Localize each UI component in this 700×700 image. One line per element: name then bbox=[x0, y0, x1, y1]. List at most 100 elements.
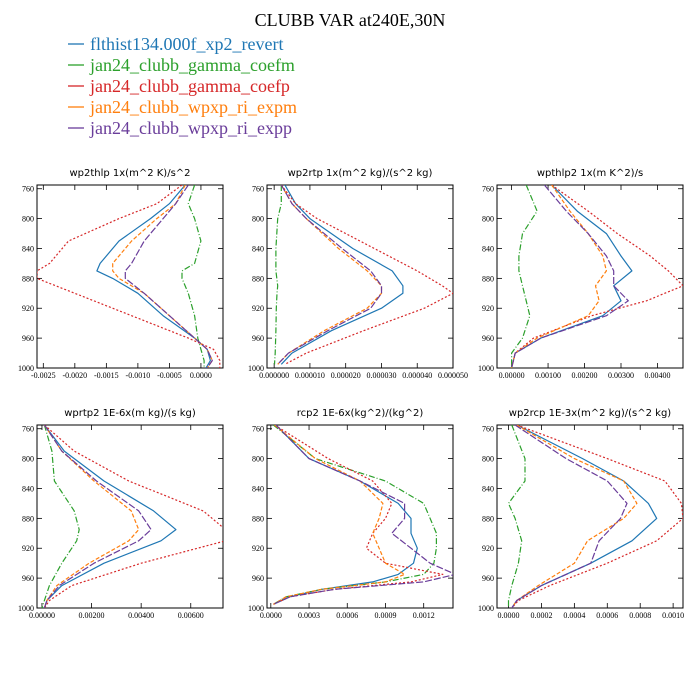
x-tick-label: 0.0009 bbox=[374, 611, 396, 620]
series-line bbox=[43, 425, 152, 608]
y-tick-label: 960 bbox=[482, 574, 494, 583]
chart-panel: rcp2 1E-6x(kg^2)/(kg^2) 760 800 840 880 920 96… bbox=[248, 408, 454, 620]
series-line bbox=[511, 425, 683, 608]
series-line bbox=[273, 185, 282, 365]
series-line bbox=[43, 425, 177, 608]
y-tick-label: 1000 bbox=[248, 364, 264, 373]
y-tick-label: 920 bbox=[22, 544, 34, 553]
y-tick-label: 800 bbox=[22, 215, 34, 224]
x-tick-label: 0.00000 bbox=[29, 611, 55, 620]
y-tick-label: 840 bbox=[252, 484, 264, 493]
legend-entry: jan24_clubb_gamma_coefp bbox=[89, 76, 290, 96]
y-tick-label: 880 bbox=[482, 274, 494, 283]
x-tick-label: 0.000050 bbox=[438, 371, 468, 380]
y-tick-label: 1000 bbox=[478, 604, 494, 613]
y-tick-label: 880 bbox=[252, 274, 264, 283]
series-line bbox=[511, 185, 629, 368]
chart-panel: wp2rcp 1E-3x(m^2 kg)/(s^2 kg) 760 800 840 88… bbox=[478, 408, 684, 620]
panel-title: wp2rtp 1x(m^2 kg)/(s^2 kg) bbox=[288, 168, 433, 179]
y-tick-label: 1000 bbox=[478, 364, 494, 373]
x-tick-label: 0.00400 bbox=[128, 611, 154, 620]
series-line bbox=[511, 185, 608, 368]
chart-panel: wp2rtp 1x(m^2 kg)/(s^2 kg) 760 800 840 880 92… bbox=[248, 168, 468, 380]
panel-title: wpthlp2 1x(m K^2)/s bbox=[537, 168, 643, 179]
x-tick-label: 0.00400 bbox=[644, 371, 670, 380]
series-line bbox=[511, 185, 538, 368]
x-tick-label: 0.00200 bbox=[572, 371, 598, 380]
panel-title: wp2rcp 1E-3x(m^2 kg)/(s^2 kg) bbox=[509, 408, 672, 419]
x-tick-label: 0.0006 bbox=[596, 611, 618, 620]
x-tick-label: 0.0008 bbox=[629, 611, 651, 620]
x-tick-label: -0.0025 bbox=[31, 371, 56, 380]
legend-entry: jan24_clubb_wpxp_ri_expm bbox=[89, 97, 297, 117]
y-tick-label: 880 bbox=[22, 514, 34, 523]
y-tick-label: 840 bbox=[482, 484, 494, 493]
legend-entry: jan24_clubb_wpxp_ri_expp bbox=[89, 118, 292, 138]
x-tick-label: 0.0002 bbox=[530, 611, 552, 620]
y-tick-label: 760 bbox=[482, 425, 494, 434]
y-tick-label: 960 bbox=[22, 574, 34, 583]
series-line bbox=[511, 425, 638, 608]
panel-title: wp2thlp 1x(m^2 K)/s^2 bbox=[69, 168, 190, 179]
y-tick-label: 840 bbox=[482, 244, 494, 253]
x-tick-label: 0.00100 bbox=[535, 371, 561, 380]
x-tick-label: 0.000020 bbox=[331, 371, 361, 380]
plot-frame bbox=[496, 184, 684, 369]
figure-title: CLUBB VAR at240E,30N bbox=[255, 10, 446, 30]
series-line bbox=[112, 185, 213, 368]
y-tick-label: 880 bbox=[22, 274, 34, 283]
x-tick-label: -0.0010 bbox=[126, 371, 151, 380]
series-line bbox=[277, 185, 383, 365]
series-line bbox=[124, 185, 213, 368]
y-tick-label: 960 bbox=[482, 334, 494, 343]
y-tick-label: 960 bbox=[252, 574, 264, 583]
x-tick-label: 0.00300 bbox=[608, 371, 634, 380]
panel-title: rcp2 1E-6x(kg^2)/(kg^2) bbox=[297, 408, 424, 419]
y-tick-label: 760 bbox=[22, 185, 34, 194]
y-tick-label: 880 bbox=[482, 514, 494, 523]
x-tick-label: 0.0012 bbox=[413, 611, 435, 620]
x-tick-label: -0.0005 bbox=[157, 371, 182, 380]
y-tick-label: 920 bbox=[482, 544, 494, 553]
chart-panel: wprtp2 1E-6x(m kg)/(s kg) 760 800 840 880 920… bbox=[18, 408, 224, 620]
plot-frame bbox=[496, 424, 684, 609]
series-line bbox=[273, 425, 453, 605]
y-tick-label: 840 bbox=[22, 484, 34, 493]
y-tick-label: 800 bbox=[252, 455, 264, 464]
series-line bbox=[280, 185, 453, 365]
series-line bbox=[511, 185, 683, 368]
x-tick-label: 0.00000 bbox=[499, 371, 525, 380]
series-line bbox=[37, 185, 221, 368]
series-line bbox=[507, 425, 526, 608]
y-tick-label: 800 bbox=[482, 455, 494, 464]
series-line bbox=[181, 185, 205, 368]
plot-frame bbox=[266, 424, 454, 609]
chart-panel: wpthlp2 1x(m K^2)/s 760 800 840 880 920 960 100… bbox=[478, 168, 684, 380]
x-tick-label: 0.0006 bbox=[336, 611, 358, 620]
series-line bbox=[96, 185, 211, 368]
x-tick-label: 0.00600 bbox=[178, 611, 204, 620]
y-tick-label: 960 bbox=[252, 334, 264, 343]
y-tick-label: 920 bbox=[252, 304, 264, 313]
series-line bbox=[280, 185, 404, 365]
series-line bbox=[43, 425, 140, 608]
series-line bbox=[273, 425, 444, 605]
y-tick-label: 840 bbox=[22, 244, 34, 253]
y-tick-label: 1000 bbox=[248, 604, 264, 613]
x-tick-label: 0.0003 bbox=[298, 611, 320, 620]
y-tick-label: 800 bbox=[22, 455, 34, 464]
y-tick-label: 920 bbox=[482, 304, 494, 313]
y-tick-label: 760 bbox=[252, 185, 264, 194]
y-tick-label: 880 bbox=[252, 514, 264, 523]
x-tick-label: 0.000040 bbox=[402, 371, 432, 380]
series-line bbox=[41, 425, 80, 608]
x-tick-label: 0.000000 bbox=[259, 371, 289, 380]
plot-frame bbox=[36, 424, 224, 609]
plot-frame bbox=[266, 184, 454, 369]
y-tick-label: 760 bbox=[252, 425, 264, 434]
series-line bbox=[43, 425, 223, 608]
y-tick-label: 920 bbox=[252, 544, 264, 553]
x-tick-label: 0.000010 bbox=[295, 371, 325, 380]
y-tick-label: 840 bbox=[252, 244, 264, 253]
